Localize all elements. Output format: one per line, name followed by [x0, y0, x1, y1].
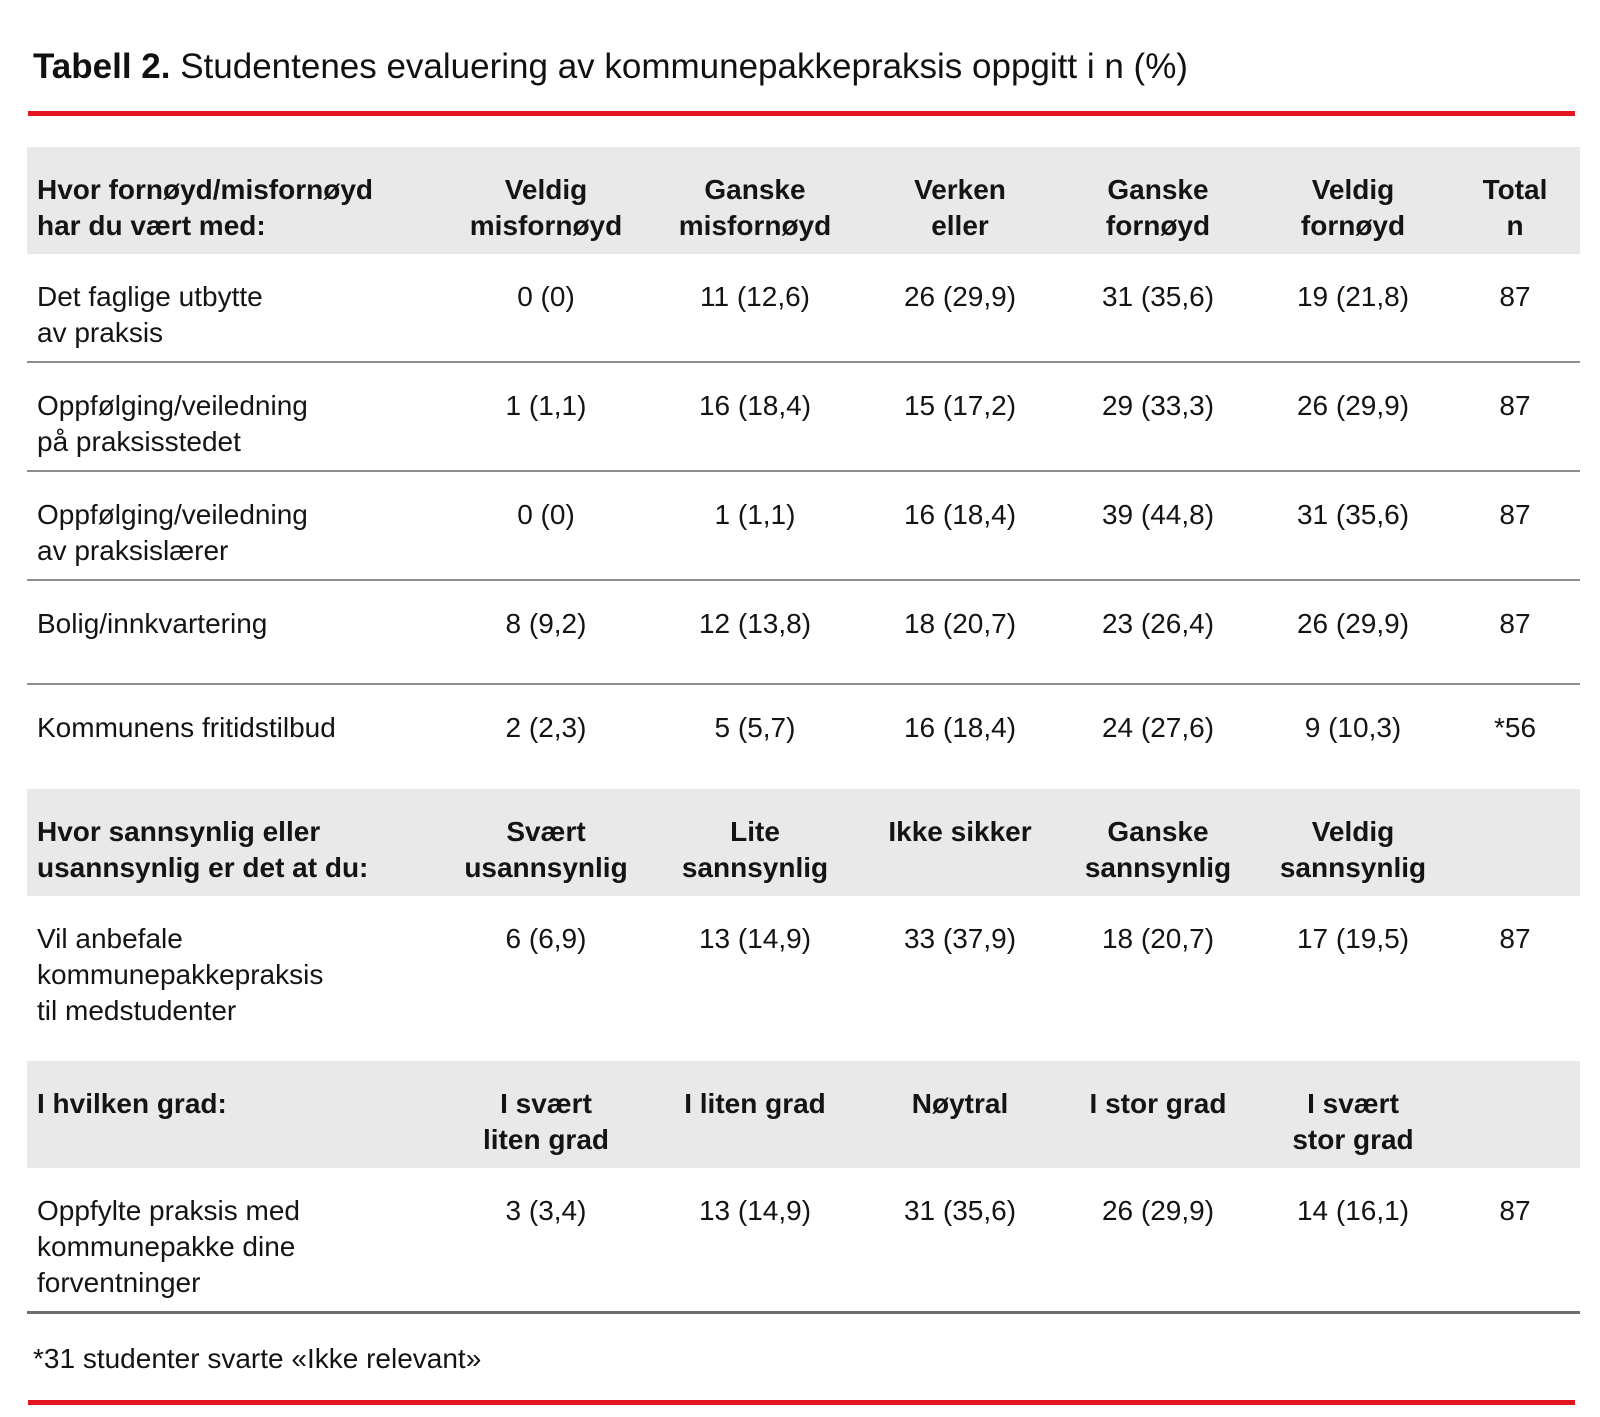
column-header: I svært stor grad — [1256, 1061, 1450, 1168]
cell-value: 16 (18,4) — [860, 471, 1060, 581]
cell-value: 31 (35,6) — [860, 1168, 1060, 1314]
cell-value: 18 (20,7) — [860, 580, 1060, 685]
column-header: Ganske sannsynlig — [1060, 789, 1256, 896]
column-header: Ganske fornøyd — [1060, 147, 1256, 254]
column-header — [1450, 1061, 1580, 1168]
row-label: Oppfylte praksis med kommunepakke dine f… — [27, 1168, 442, 1314]
column-header: Lite sannsynlig — [650, 789, 860, 896]
cell-value: 87 — [1450, 254, 1580, 363]
cell-value: 39 (44,8) — [1060, 471, 1256, 581]
cell-value: 33 (37,9) — [903, 923, 1017, 954]
table-row: Kommunens fritidstilbud 2 (2,3) 5 (5,7) … — [27, 684, 1580, 789]
cell-value: 23 (26,4) — [1060, 580, 1256, 685]
cell-value: 31 (35,6) — [1256, 471, 1450, 581]
row-label: Oppfølging/veiledning av praksislærer — [27, 471, 442, 581]
column-header: Hvor fornøyd/misfornøyd har du vært med: — [27, 147, 442, 254]
cell-value: 0 (0) — [442, 471, 650, 581]
cell-value: 17 (19,5) — [1296, 923, 1410, 954]
cell-value: 3 (3,4) — [442, 1168, 650, 1314]
cell-value: 87 — [1450, 580, 1580, 685]
column-header — [1450, 789, 1580, 896]
cell-value: 87 — [1450, 471, 1580, 581]
cell-value: 0 (0) — [442, 254, 650, 363]
column-header: Veldig sannsynlig — [1256, 789, 1450, 896]
row-label: Oppfølging/veiledning på praksisstedet — [27, 362, 442, 472]
row-label: Vil anbefale kommunepakkepraksis til med… — [37, 923, 324, 1026]
table-row: Det faglige utbytte av praksis 0 (0) 11 … — [27, 254, 1580, 363]
column-header: Ganske misfornøyd — [650, 147, 860, 254]
cell-value: 26 (29,9) — [1060, 1168, 1256, 1314]
row-label: Det faglige utbytte av praksis — [27, 254, 442, 363]
cell-value: 15 (17,2) — [860, 362, 1060, 472]
cell-value: 1 (1,1) — [442, 362, 650, 472]
cell-value: 87 — [1450, 1168, 1580, 1314]
footnote: *31 studenter svarte «Ikke relevant» — [33, 1343, 482, 1374]
cell-value: 13 (14,9) — [698, 923, 812, 954]
column-header: Nøytral — [860, 1061, 1060, 1168]
table-row: Oppfylte praksis med kommunepakke dine f… — [27, 1168, 1580, 1314]
cell-value: 5 (5,7) — [714, 712, 796, 743]
cell-value: *56 — [1493, 712, 1537, 743]
column-header: Veldig fornøyd — [1256, 147, 1450, 254]
cell-value: 18 (20,7) — [1101, 923, 1215, 954]
table-caption: Tabell 2. Studentenes evaluering av komm… — [0, 0, 1600, 88]
cell-value: 31 (35,6) — [1060, 254, 1256, 363]
table-row: Oppfølging/veiledning av praksislærer 0 … — [27, 471, 1580, 581]
cell-value: 26 (29,9) — [860, 254, 1060, 363]
evaluation-table: Hvor fornøyd/misfornøyd har du vært med:… — [27, 147, 1580, 1314]
column-header: I stor grad — [1060, 1061, 1256, 1168]
column-header: Ikke sikker — [860, 789, 1060, 896]
cell-value: 11 (12,6) — [650, 254, 860, 363]
cell-value: 26 (29,9) — [1256, 580, 1450, 685]
table-caption-label: Tabell 2. — [33, 47, 171, 86]
table-caption-text: Studentenes evaluering av kommunepakkepr… — [170, 47, 1188, 86]
cell-value: 19 (21,8) — [1256, 254, 1450, 363]
column-header: Veldig misfornøyd — [442, 147, 650, 254]
top-red-rule — [28, 111, 1575, 116]
cell-value: 6 (6,9) — [505, 923, 587, 954]
cell-value: 29 (33,3) — [1060, 362, 1256, 472]
header-row-likelihood: Hvor sannsynlig eller usannsynlig er det… — [27, 789, 1580, 896]
row-label: Kommunens fritidstilbud — [37, 712, 336, 743]
header-row-degree: I hvilken grad: I svært liten grad I lit… — [27, 1061, 1580, 1168]
cell-value: 12 (13,8) — [650, 580, 860, 685]
cell-value: 1 (1,1) — [650, 471, 860, 581]
column-header: I hvilken grad: — [27, 1061, 442, 1168]
cell-value: 9 (10,3) — [1304, 712, 1402, 743]
column-header: Hvor sannsynlig eller usannsynlig er det… — [27, 789, 442, 896]
cell-value: 2 (2,3) — [505, 712, 587, 743]
cell-value: 8 (9,2) — [442, 580, 650, 685]
bottom-red-rule — [28, 1400, 1575, 1405]
cell-value: 26 (29,9) — [1256, 362, 1450, 472]
cell-value: 16 (18,4) — [650, 362, 860, 472]
row-label: Bolig/innkvartering — [27, 580, 442, 685]
column-header: I liten grad — [650, 1061, 860, 1168]
column-header: Total n — [1450, 147, 1580, 254]
column-header: I svært liten grad — [442, 1061, 650, 1168]
column-header: Svært usannsynlig — [442, 789, 650, 896]
table-row: Bolig/innkvartering 8 (9,2) 12 (13,8) 18… — [27, 580, 1580, 685]
header-row-satisfaction: Hvor fornøyd/misfornøyd har du vært med:… — [27, 147, 1580, 254]
column-header: Verken eller — [860, 147, 1060, 254]
cell-value: 87 — [1450, 362, 1580, 472]
cell-value: 16 (18,4) — [903, 712, 1017, 743]
cell-value: 24 (27,6) — [1101, 712, 1215, 743]
cell-value: 14 (16,1) — [1256, 1168, 1450, 1314]
table-row: Oppfølging/veiledning på praksisstedet 1… — [27, 362, 1580, 472]
table-row: Vil anbefale kommunepakkepraksis til med… — [27, 896, 1580, 1061]
cell-value: 87 — [1499, 923, 1531, 954]
cell-value: 13 (14,9) — [650, 1168, 860, 1314]
